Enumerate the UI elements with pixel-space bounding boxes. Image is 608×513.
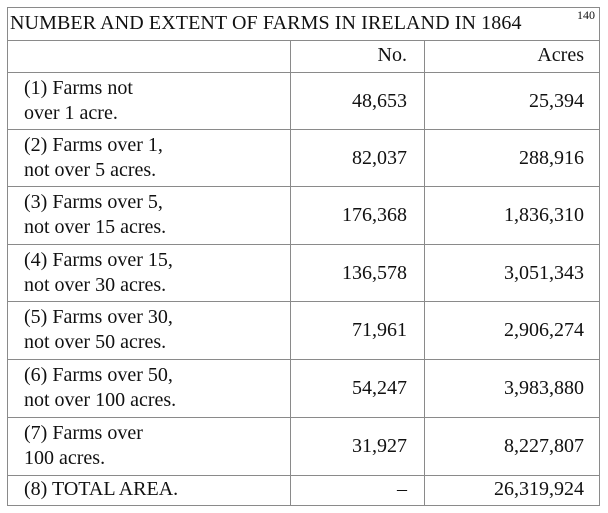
row-divider	[8, 186, 599, 187]
cell-number: 48,653	[352, 90, 407, 112]
table-row: (4) Farms over 15, not over 30 acres. 136,…	[8, 244, 599, 301]
row-label-line1: (8) TOTAL AREA.	[24, 478, 179, 500]
row-label-line1: (6) Farms over 50,	[24, 364, 173, 386]
row-label-line2: not over 100 acres.	[24, 389, 177, 411]
cell-acres: 2,906,274	[504, 319, 584, 341]
cell-number: 136,578	[342, 262, 407, 284]
table-row: (5) Farms over 30, not over 50 acres. 71,9…	[8, 301, 599, 359]
row-label-line1: (4) Farms over 15,	[24, 249, 173, 271]
column-divider-number	[290, 40, 291, 506]
table-row: (1) Farms not over 1 acre. 48,653 25,394	[8, 72, 599, 129]
cell-acres: 288,916	[519, 147, 584, 169]
row-divider	[8, 129, 599, 130]
row-label-line2: not over 30 acres.	[24, 274, 167, 296]
cell-acres: 1,836,310	[504, 204, 584, 226]
cell-number: 176,368	[342, 204, 407, 226]
row-divider	[8, 301, 599, 302]
row-label-line2: not over 5 acres.	[24, 159, 157, 181]
row-label-line1: (1) Farms not	[24, 77, 133, 99]
column-divider-acres	[424, 40, 425, 506]
table-row: (7) Farms over 100 acres. 31,927 8,227,807	[8, 417, 599, 475]
table-row: (3) Farms over 5, not over 15 acres. 176,3…	[8, 186, 599, 244]
row-divider	[8, 244, 599, 245]
table-row: (8) TOTAL AREA. – 26,319,924	[8, 475, 599, 506]
row-label-line1: (2) Farms over 1,	[24, 134, 163, 156]
cell-number: 82,037	[352, 147, 407, 169]
row-label-line1: (5) Farms over 30,	[24, 306, 173, 328]
row-divider	[8, 359, 599, 360]
column-header-acres: Acres	[537, 44, 584, 66]
table-title: NUMBER AND EXTENT OF FARMS IN IRELAND IN…	[10, 12, 522, 34]
cell-acres: 26,319,924	[494, 478, 584, 500]
cell-acres: 8,227,807	[504, 435, 584, 457]
cell-acres: 25,394	[529, 90, 584, 112]
row-label-line2: over 1 acre.	[24, 102, 118, 124]
cell-number: 31,927	[352, 435, 407, 457]
row-label-line2: not over 50 acres.	[24, 331, 167, 353]
row-label-line1: (7) Farms over	[24, 422, 143, 444]
row-divider	[8, 72, 599, 73]
cell-number: –	[397, 478, 407, 500]
row-divider	[8, 417, 599, 418]
footnote-marker: 140	[577, 8, 595, 22]
column-header-number: No.	[377, 44, 407, 66]
row-divider	[8, 475, 599, 476]
cell-acres: 3,051,343	[504, 262, 584, 284]
row-label-line2: 100 acres.	[24, 447, 106, 469]
row-label-line2: not over 15 acres.	[24, 216, 167, 238]
cell-number: 71,961	[352, 319, 407, 341]
row-label-line1: (3) Farms over 5,	[24, 191, 163, 213]
cell-number: 54,247	[352, 377, 407, 399]
farms-table: NUMBER AND EXTENT OF FARMS IN IRELAND IN…	[7, 7, 600, 506]
cell-acres: 3,983,880	[504, 377, 584, 399]
table-title-row: NUMBER AND EXTENT OF FARMS IN IRELAND IN…	[8, 8, 599, 41]
table-row: (2) Farms over 1, not over 5 acres. 82,037…	[8, 129, 599, 186]
table-row: (6) Farms over 50, not over 100 acres. 54,…	[8, 359, 599, 417]
